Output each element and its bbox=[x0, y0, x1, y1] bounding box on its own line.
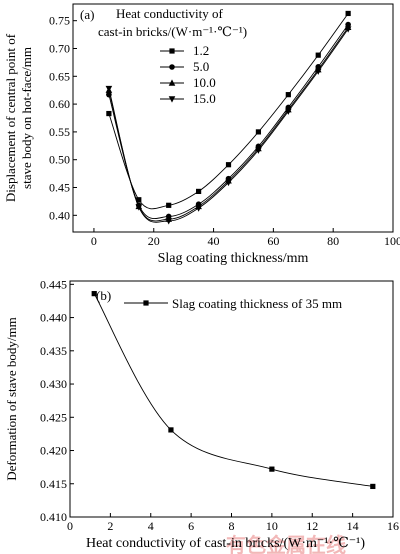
legend-label-10.0: 10.0 bbox=[193, 75, 216, 90]
data-point-15.0 bbox=[105, 85, 113, 93]
panel-label: (b) bbox=[96, 288, 111, 303]
x-tick-label: 16 bbox=[387, 519, 399, 533]
y-tick-label: 0.40 bbox=[49, 208, 70, 222]
y-axis-label: Displacement of central point ofstave bo… bbox=[3, 33, 34, 202]
y-tick-label: 0.430 bbox=[40, 377, 67, 391]
plot-frame bbox=[72, 3, 394, 233]
y-axis-label: Deformation of stave body/mm bbox=[4, 317, 19, 481]
legend-label: Slag coating thickness of 35 mm bbox=[172, 296, 342, 311]
y-tick-label: 0.440 bbox=[40, 311, 67, 325]
data-point-15.0 bbox=[195, 205, 202, 212]
x-tick-label: 14 bbox=[347, 519, 359, 533]
x-tick-label: 2 bbox=[107, 519, 113, 533]
y-tick-label: 0.445 bbox=[40, 277, 67, 291]
y-axis-label-line-2: stave body on hot-face/mm bbox=[19, 47, 34, 189]
x-tick-label: 6 bbox=[188, 519, 194, 533]
series-line bbox=[93, 293, 373, 487]
x-tick-label: 40 bbox=[208, 234, 220, 248]
series-line-10.0 bbox=[108, 27, 349, 222]
y-tick-label: 0.70 bbox=[49, 41, 70, 55]
y-tick-label: 0.45 bbox=[49, 181, 70, 195]
x-axis-label: Heat conductivity of cast-in bricks/(W·m… bbox=[86, 536, 365, 551]
legend-marker-10.0 bbox=[168, 79, 176, 86]
data-point-15.0 bbox=[135, 204, 143, 211]
x-tick-label: 0 bbox=[67, 519, 73, 533]
legend-marker-1.2 bbox=[169, 48, 175, 54]
data-point-15.0 bbox=[255, 147, 262, 154]
data-point bbox=[370, 483, 376, 490]
data-point bbox=[91, 291, 97, 297]
y-tick-label: 0.425 bbox=[40, 410, 67, 424]
data-point-1.2 bbox=[285, 92, 291, 98]
data-point-15.0 bbox=[314, 68, 322, 75]
x-tick-label: 100 bbox=[384, 234, 400, 248]
x-tick-label: 60 bbox=[267, 234, 279, 248]
y-tick-label: 0.55 bbox=[49, 125, 70, 139]
data-point-1.2 bbox=[315, 52, 321, 58]
data-point-1.2 bbox=[166, 202, 172, 208]
data-point-1.2 bbox=[345, 10, 351, 17]
x-tick-label: 12 bbox=[306, 519, 318, 533]
chart-b: 0 2 4 6 8 10 12 14 16 0.410 0.415 0.420 0.425 0.430 0.… bbox=[4, 277, 399, 551]
data-point-1.2 bbox=[106, 110, 112, 117]
data-point-1.2 bbox=[136, 197, 142, 203]
y-tick-label: 0.415 bbox=[40, 477, 67, 491]
plot-frame bbox=[69, 280, 394, 518]
x-tick-label: 0 bbox=[91, 234, 97, 248]
y-axis-label-line-1: Displacement of central point of bbox=[3, 33, 18, 202]
y-tick-label: 0.50 bbox=[49, 153, 70, 167]
legend-marker-5.0 bbox=[169, 64, 175, 70]
data-point-15.0 bbox=[165, 218, 173, 225]
legend-title-line-2: cast-in bricks/(W·m⁻¹·℃⁻¹) bbox=[98, 24, 247, 39]
legend-title-line-1: Heat conductivity of bbox=[116, 6, 224, 21]
series-line-5.0 bbox=[108, 24, 349, 219]
legend-label-5.0: 5.0 bbox=[193, 59, 209, 74]
y-tick-label: 0.420 bbox=[40, 444, 67, 458]
watermark: 有色金属在线 bbox=[226, 533, 346, 554]
series-line-15.0 bbox=[108, 28, 349, 223]
data-point-1.2 bbox=[196, 188, 202, 195]
panel-label: (a) bbox=[80, 7, 94, 22]
x-tick-label: 10 bbox=[266, 519, 278, 533]
x-tick-label: 4 bbox=[148, 519, 154, 533]
x-tick-label: 80 bbox=[327, 234, 339, 248]
legend-label-1.2: 1.2 bbox=[193, 43, 209, 58]
data-point-1.2 bbox=[255, 129, 262, 135]
y-tick-label: 0.410 bbox=[40, 510, 67, 524]
y-tick-label: 0.60 bbox=[49, 97, 70, 111]
legend-marker bbox=[143, 300, 149, 306]
data-point bbox=[168, 427, 174, 433]
x-axis-label: Slag coating thickness/mm bbox=[158, 251, 309, 266]
data-point bbox=[269, 466, 275, 472]
y-tick-label: 0.75 bbox=[49, 14, 70, 28]
chart-a: 0 20 40 60 80 100 0.40 0.45 0.50 0.55 0.60 0.65 0.70… bbox=[3, 3, 400, 266]
x-tick-label: 20 bbox=[148, 234, 160, 248]
data-point-15.0 bbox=[225, 179, 232, 187]
data-point-1.2 bbox=[225, 162, 232, 168]
data-point-15.0 bbox=[285, 108, 292, 115]
y-tick-label: 0.65 bbox=[49, 69, 70, 83]
legend-marker-15.0 bbox=[168, 96, 176, 103]
x-tick-label: 8 bbox=[229, 519, 235, 533]
y-tick-label: 0.435 bbox=[40, 344, 67, 358]
legend-label-15.0: 15.0 bbox=[193, 91, 216, 106]
data-point-15.0 bbox=[344, 26, 352, 33]
